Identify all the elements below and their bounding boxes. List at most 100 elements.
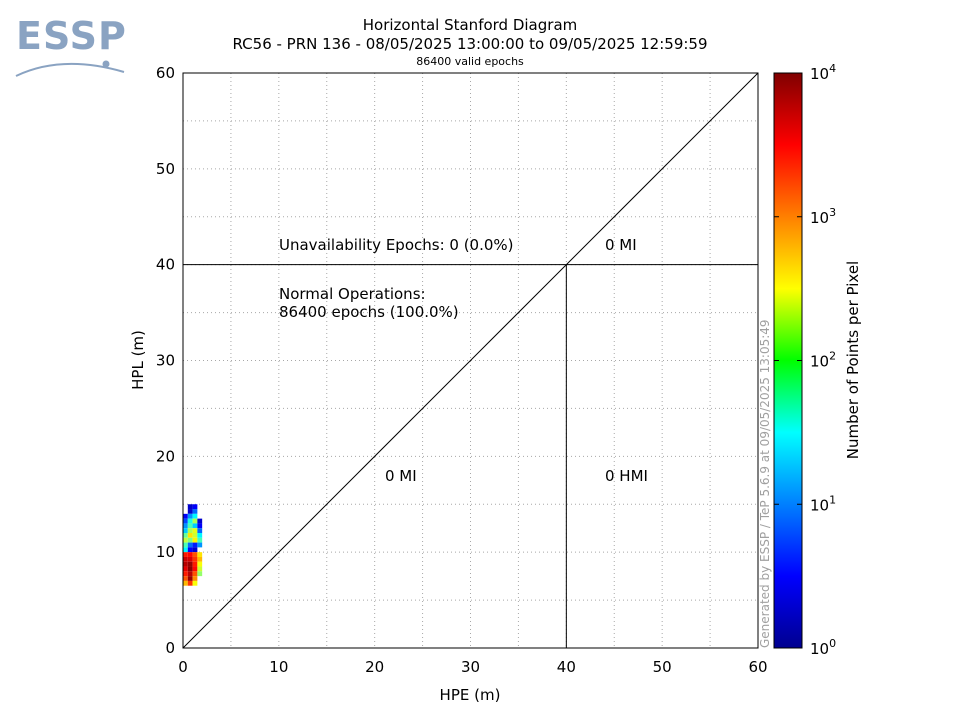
heatmap-cell [197, 518, 203, 524]
heatmap-cell [187, 542, 193, 548]
normal-ops-annotation-line1: Normal Operations: [279, 285, 426, 303]
y-tick-label: 10 [156, 543, 175, 561]
y-tick-label: 20 [156, 447, 175, 465]
heatmap-cell [192, 542, 198, 548]
heatmap-cell [192, 528, 198, 533]
heatmap-cell [192, 571, 198, 577]
heatmap-cell [192, 547, 198, 553]
x-axis-label: HPE (m) [440, 686, 501, 704]
colorbar-tick-label: 103 [810, 206, 836, 227]
heatmap-cell [187, 552, 193, 557]
heatmap-cell [197, 528, 203, 533]
heatmap-cell [183, 571, 188, 577]
heatmap-cell [183, 566, 188, 572]
heatmap-cell [197, 556, 203, 562]
heatmap-cell [187, 537, 193, 543]
colorbar-tick-exponent: 4 [829, 62, 836, 75]
x-tick-label: 60 [748, 658, 767, 676]
colorbar-tick-label: 100 [810, 637, 836, 658]
colorbar-tick-exponent: 3 [829, 206, 836, 219]
diagonal-line [182, 72, 759, 649]
heatmap-cell [183, 518, 188, 524]
heatmap-cell [197, 571, 203, 577]
heatmap-cell [187, 561, 193, 567]
y-tick-label: 40 [156, 256, 175, 274]
y-tick-labels: 0 10 20 30 40 50 60 [156, 64, 175, 657]
heatmap-cell [183, 542, 188, 548]
valid-epochs-label: 86400 valid epochs [416, 55, 524, 68]
heatmap-cell [192, 566, 198, 572]
colorbar-tick-exponent: 0 [829, 637, 836, 650]
x-tick-label: 30 [461, 658, 480, 676]
heatmap-cell [183, 533, 188, 538]
heatmap-cell [183, 537, 188, 543]
y-tick-label: 50 [156, 160, 175, 178]
heatmap-cell [192, 576, 198, 581]
heatmap-cell [187, 504, 193, 510]
heatmap-cell [183, 528, 188, 533]
essp-logo: ESSP [12, 14, 132, 84]
colorbar-label: Number of Points per Pixel [844, 261, 862, 459]
heatmap-cell [183, 556, 188, 562]
y-tick-label: 60 [156, 64, 175, 82]
heatmap-cell [187, 509, 193, 514]
heatmap-cell [192, 561, 198, 567]
heatmap-cell [197, 537, 203, 543]
chart-title: Horizontal Stanford Diagram [362, 16, 578, 34]
heatmap-cell [197, 566, 203, 572]
heatmap-cell [197, 561, 203, 567]
unavailability-annotation: Unavailability Epochs: 0 (0.0%) [279, 236, 514, 254]
colorbar-tick-exponent: 2 [829, 350, 836, 363]
heatmap-cell [187, 576, 193, 581]
chart-subtitle: RC56 - PRN 136 - 08/05/2025 13:00:00 to … [232, 35, 708, 53]
logo-swoosh [15, 60, 125, 77]
heatmap-cell [183, 523, 188, 529]
heatmap-cell [197, 523, 203, 529]
heatmap-cell [183, 576, 188, 581]
heatmap-cell [192, 509, 198, 514]
colorbar-tick-label: 101 [810, 493, 836, 514]
heatmap-cell [197, 542, 203, 548]
heatmap-cells [183, 504, 203, 586]
normal-ops-annotation-line2: 86400 epochs (100.0%) [279, 303, 459, 321]
heatmap-cell [192, 533, 198, 538]
region-lines [182, 72, 759, 649]
heatmap-cell [183, 552, 188, 557]
mi-upper-annotation: 0 MI [605, 236, 637, 254]
x-tick-labels: 0 10 20 30 40 50 60 [178, 658, 767, 676]
x-tick-label: 10 [269, 658, 288, 676]
heatmap-cell [192, 504, 198, 510]
logo-text: ESSP [16, 14, 127, 58]
heatmap-cell [187, 528, 193, 533]
heatmap-cell [187, 571, 193, 577]
y-tick-label: 30 [156, 352, 175, 370]
heatmap-cell [192, 580, 198, 586]
heatmap-cell [197, 533, 203, 538]
heatmap-cell [187, 518, 193, 524]
x-tick-label: 40 [557, 658, 576, 676]
heatmap-cell [192, 537, 198, 543]
heatmap-cell [187, 547, 193, 553]
heatmap-cell [187, 580, 193, 586]
heatmap-cell [192, 552, 198, 557]
heatmap-cell [183, 561, 188, 567]
x-tick-label: 50 [653, 658, 672, 676]
heatmap-cell [183, 580, 188, 586]
y-tick-label: 0 [165, 639, 175, 657]
hmi-annotation: 0 HMI [605, 467, 648, 485]
x-tick-label: 0 [178, 658, 188, 676]
colorbar-tick-exponent: 1 [829, 493, 836, 506]
heatmap-cell [187, 523, 193, 529]
mi-lower-annotation: 0 MI [385, 467, 417, 485]
heatmap-cell [183, 513, 188, 519]
heatmap-cell [192, 556, 198, 562]
colorbar-tick-label: 104 [810, 62, 836, 83]
colorbar-tick-label: 102 [810, 350, 836, 371]
heatmap-cell [192, 513, 198, 519]
heatmap-cell [192, 523, 198, 529]
heatmap-cell [187, 533, 193, 538]
heatmap-cell [192, 518, 198, 524]
heatmap-cell [183, 547, 188, 553]
heatmap-cell [187, 513, 193, 519]
